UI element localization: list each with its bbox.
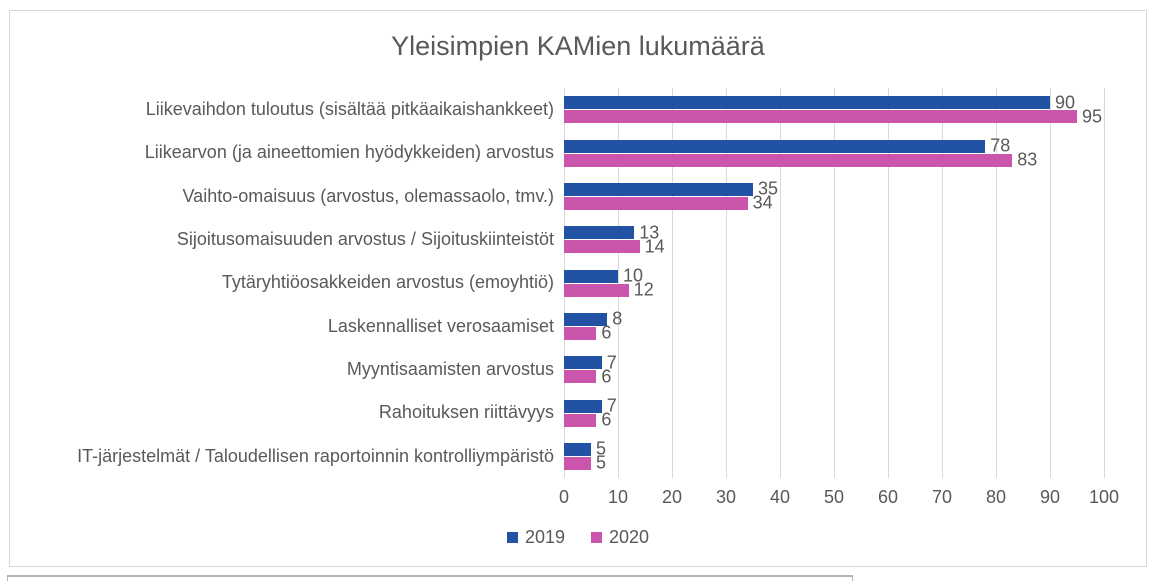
bar-2019: [564, 312, 608, 326]
gridline: [996, 88, 997, 478]
x-tick-label: 100: [1088, 487, 1120, 507]
bar-2019: [564, 356, 602, 370]
x-tick-label: 30: [715, 487, 737, 507]
category-label: Sijoitusomaisuuden arvostus / Sijoituski…: [176, 229, 554, 249]
x-tick-label: 0: [558, 487, 569, 507]
next-chart-top-edge: [7, 575, 853, 581]
bar-2019: [564, 226, 635, 240]
data-label-2019: 8: [612, 308, 623, 329]
gridline: [726, 88, 727, 478]
data-label-2020: 6: [601, 366, 612, 387]
gridline: [780, 88, 781, 478]
gridline: [618, 88, 619, 478]
data-label-2020: 34: [752, 192, 773, 213]
bar-2019: [564, 442, 591, 456]
bar-2020: [564, 240, 640, 254]
bar-2020: [564, 283, 629, 297]
x-tick-label: 10: [607, 487, 629, 507]
x-tick-label: 80: [985, 487, 1007, 507]
gridline: [834, 88, 835, 478]
bar-2019: [564, 139, 986, 153]
data-label-2020: 6: [601, 409, 612, 430]
bar-2020: [564, 456, 591, 470]
category-label: Laskennalliset verosaamiset: [327, 315, 554, 336]
x-tick-label: 20: [661, 487, 683, 507]
category-label: Tytäryhtiöosakkeiden arvostus (emoyhtiö): [221, 272, 554, 293]
data-label-2019: 78: [990, 135, 1011, 156]
legend-item-2019: 2019: [506, 527, 565, 548]
legend-label-2019: 2019: [524, 527, 565, 547]
data-label-2019: 5: [596, 438, 607, 459]
bar-2020: [564, 326, 597, 340]
x-tick-label: 90: [1039, 487, 1061, 507]
bar-2019: [564, 182, 753, 196]
chart-container: Yleisimpien KAMien lukumäärä 0 10 20 30 40 50…: [9, 10, 1147, 567]
gridline: [888, 88, 889, 478]
x-tick-label: 60: [877, 487, 899, 507]
data-label-2020: 14: [644, 236, 665, 257]
gridline: [1050, 88, 1051, 478]
x-tick-label: 70: [931, 487, 953, 507]
category-label: Vaihto-omaisuus (arvostus, olemassaolo, …: [182, 185, 554, 206]
plot-area: 90 95 78 83 35 34 13 14 10 12 8 6 7 6 7 6 5 5: [10, 11, 1146, 566]
data-label-2019: 7: [606, 352, 617, 373]
legend-label-2020: 2020: [609, 527, 650, 547]
bar-2020: [564, 413, 597, 427]
gridline: [1104, 88, 1105, 478]
gridline: [672, 88, 673, 478]
data-label-2020: 6: [601, 322, 612, 343]
category-label: Liikearvon (ja aineettomien hyödykkeiden…: [144, 142, 554, 163]
gridline-layer: 0 10 20 30 40 50 60 70 80 90 100: [10, 11, 1146, 566]
x-tick-label: 40: [769, 487, 791, 507]
data-label-2019: 13: [639, 222, 660, 243]
category-label: IT-järjestelmät / Taloudellisen raportoi…: [77, 445, 554, 466]
data-label-2019: 35: [758, 178, 779, 199]
data-label-2019: 7: [606, 395, 617, 416]
legend-swatch-2019: [506, 532, 518, 543]
gridline: [942, 88, 943, 478]
bar-2019: [564, 269, 618, 283]
legend-item-2020: 2020: [591, 527, 649, 548]
category-label-layer: Liikevaihdon tuloutus (sisältää pitkäaik…: [10, 11, 1146, 566]
data-label-2019: 90: [1055, 92, 1076, 113]
gridline: [564, 88, 565, 478]
category-label: Rahoituksen riittävyys: [378, 402, 554, 423]
chart-title: Yleisimpien KAMien lukumäärä: [391, 31, 765, 61]
data-label-2020: 12: [633, 279, 654, 300]
data-label-2019: 10: [623, 265, 644, 286]
legend-swatch-2020: [591, 532, 602, 543]
legend: 2019 2020: [10, 527, 1146, 548]
data-label-2020: 95: [1082, 106, 1103, 127]
bar-2020: [564, 370, 597, 384]
data-label-2020: 5: [596, 452, 607, 473]
bar-2019: [564, 399, 602, 413]
category-label: Liikevaihdon tuloutus (sisältää pitkäaik…: [145, 99, 554, 119]
bar-2020: [564, 153, 1013, 167]
bar-2019: [564, 96, 1050, 110]
x-tick-label: 50: [823, 487, 845, 507]
data-label-2020: 83: [1017, 149, 1038, 170]
category-label: Myyntisaamisten arvostus: [346, 359, 554, 379]
bar-2020: [564, 196, 748, 210]
bar-2020: [564, 110, 1077, 124]
